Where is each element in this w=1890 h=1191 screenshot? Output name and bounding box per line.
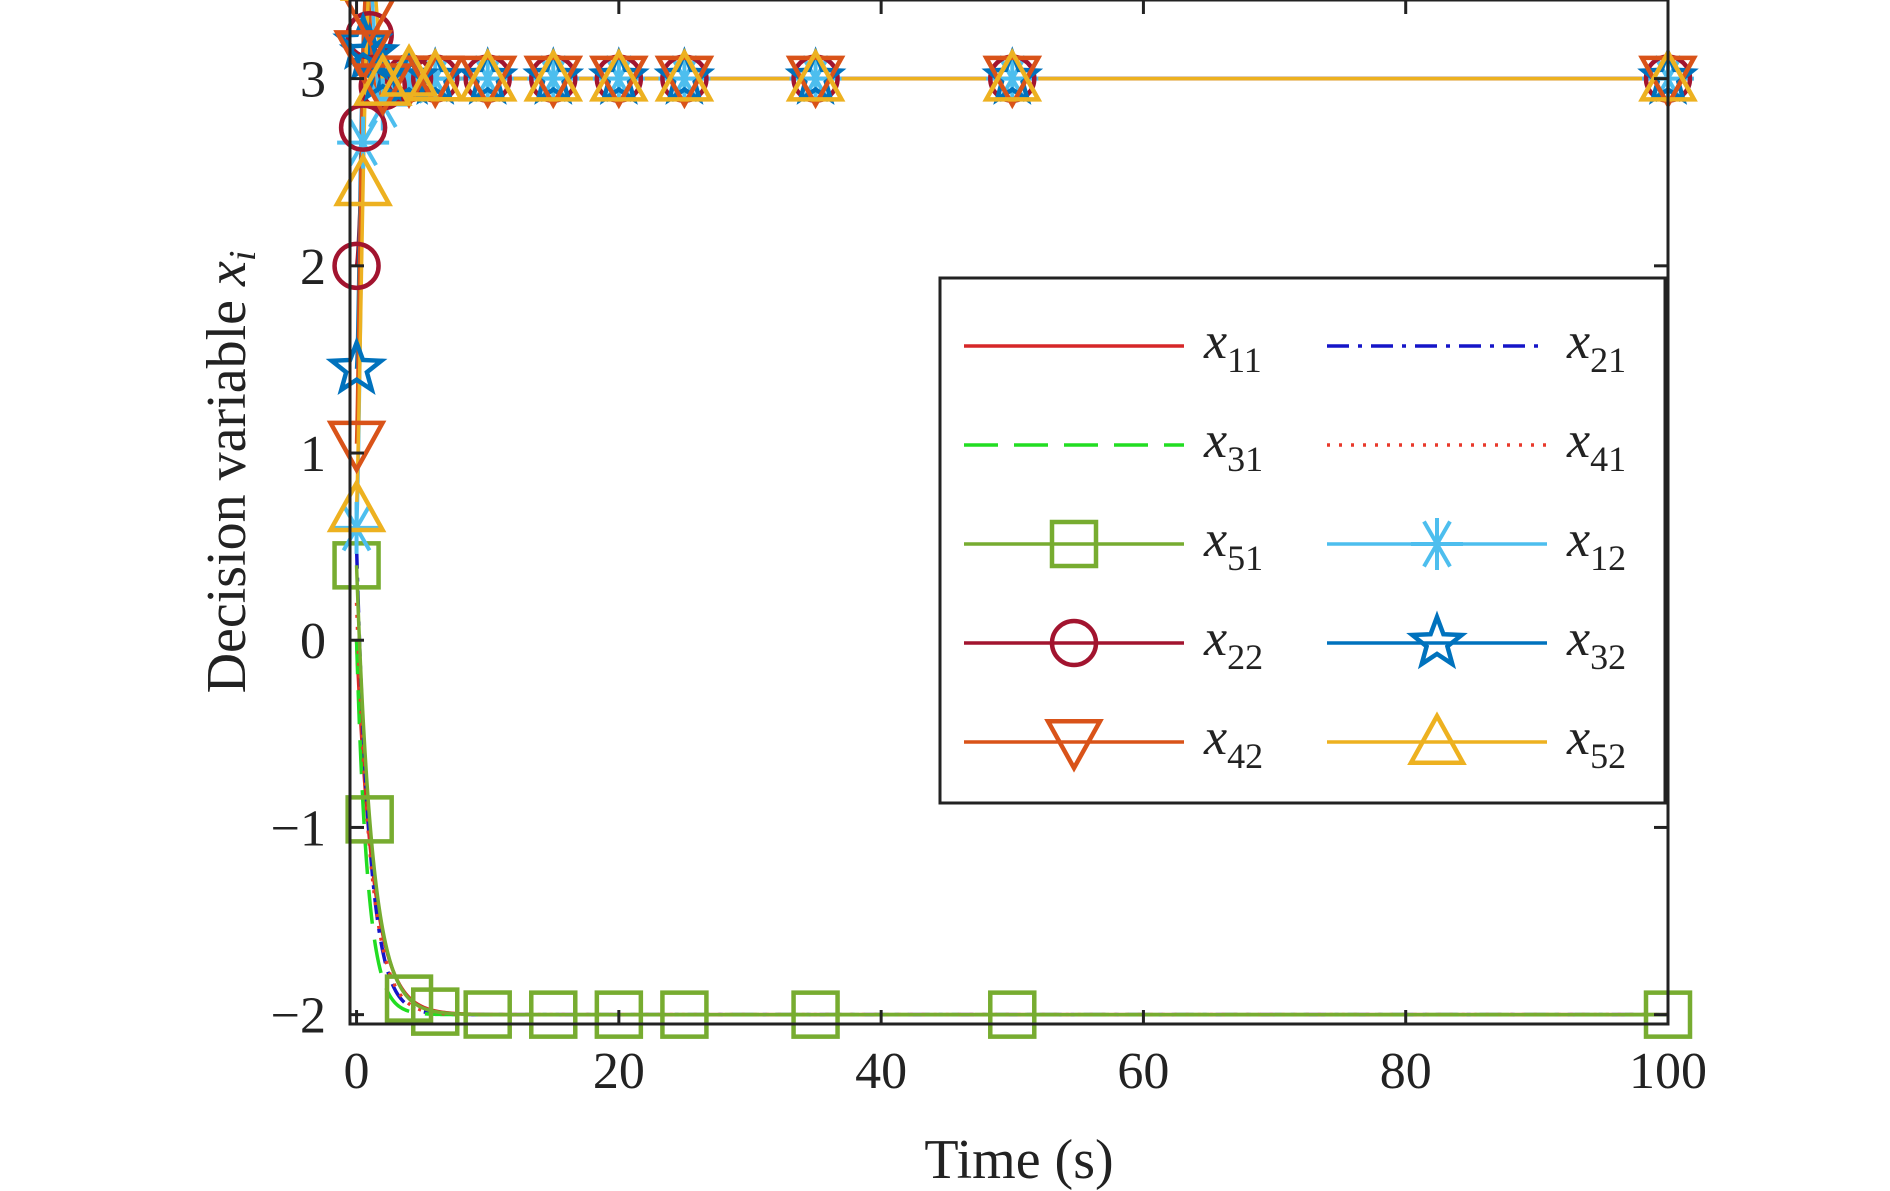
axes: 0 20 40 60 80 100 −2 −1 0 1 2 3 Time (s) Decision var… [196,0,1707,1191]
data-point-x51 [384,974,434,1023]
data-point-x51 [594,990,644,1039]
legend-label: x11 [1203,313,1262,380]
legend: x11 x21 x31 x41 x51 x12 x22 x32 x42 x52 [938,276,1667,805]
x-tick-label: 100 [1629,1043,1707,1100]
data-point-x52 [785,47,846,102]
legend-label: x21 [1566,313,1626,380]
legend-item-x32: x32 [1327,610,1626,677]
data-point-x52 [589,47,649,102]
data-point-x52 [523,47,584,102]
data-point-x42 [344,0,396,47]
y-tick-label: 2 [300,239,326,296]
data-point-x51 [410,987,460,1036]
data-point-x42 [352,63,413,117]
data-point-x42 [589,55,649,110]
legend-label: x12 [1566,511,1626,578]
legend-label: x31 [1203,412,1263,479]
x-tick-label: 20 [593,1043,645,1100]
data-point-x52 [982,47,1043,102]
y-axis-title-text: Decision variable [196,286,258,693]
y-tick-label: −2 [271,988,326,1045]
legend-item-x52: x52 [1327,709,1626,776]
legend-item-x51: x51 [964,511,1263,578]
data-point-x42 [326,420,387,475]
data-point-x51 [988,990,1037,1039]
data-point-x42 [654,55,715,110]
x-tick-label: 0 [344,1043,370,1100]
y-axis-title-var: x [196,261,258,287]
data-point-x52 [352,52,413,106]
legend-label: x22 [1203,610,1263,677]
data-point-x52 [457,47,518,102]
y-axis-title-sub: i [222,251,264,262]
y-tick-label: 0 [300,613,326,670]
y-tick-label: 1 [300,426,326,483]
x-tick-label: 60 [1117,1043,1169,1100]
x-tick-label: 40 [855,1043,907,1100]
data-point-x52 [654,47,715,102]
legend-box [938,276,1667,805]
legend-label: x42 [1203,709,1263,776]
legend-swatch-marker [1049,618,1099,668]
data-point-x51 [791,990,840,1039]
data-point-x22 [332,241,381,291]
data-point-x52 [405,47,466,102]
data-point-x52 [379,43,439,97]
legend-swatch-marker [1411,518,1463,570]
legend-item-x41: x41 [1327,412,1626,479]
legend-item-x42: x42 [964,709,1263,776]
y-axis-title: Decision variable xi [196,251,264,694]
legend-label: x51 [1203,511,1263,578]
data-point-x52 [326,478,387,533]
data-point-x51 [529,990,578,1039]
data-point-x51 [463,990,512,1039]
legend-label: x41 [1566,412,1626,479]
y-tick-label: −1 [271,800,326,857]
legend-item-x12: x12 [1327,511,1626,578]
legend-item-x31: x31 [964,412,1263,479]
data-point-x51 [345,795,394,844]
legend-item-x22: x22 [964,610,1263,677]
legend-label: x32 [1566,610,1626,677]
legend-item-x21: x21 [1327,313,1626,380]
x-tick-label: 80 [1380,1043,1432,1100]
data-point-x32 [325,336,388,396]
legend-swatch-marker [1049,519,1099,569]
data-point-x42 [523,55,584,110]
data-point-x51 [660,990,709,1039]
legend-swatch-marker [1407,711,1467,766]
axes-box [348,0,1670,1026]
legend-swatch-marker [1406,610,1468,670]
y-tick-label: 3 [300,52,326,109]
legend-item-x11: x11 [964,313,1262,380]
x-axis-title: Time (s) [924,1129,1113,1191]
data-point-x42 [457,55,518,110]
data-point-x42 [785,55,846,110]
data-point-x42 [982,55,1043,110]
data-point-x42 [405,55,466,110]
data-point-x32 [332,11,394,70]
legend-label: x52 [1566,709,1626,776]
legend-swatch-marker [1044,718,1104,773]
